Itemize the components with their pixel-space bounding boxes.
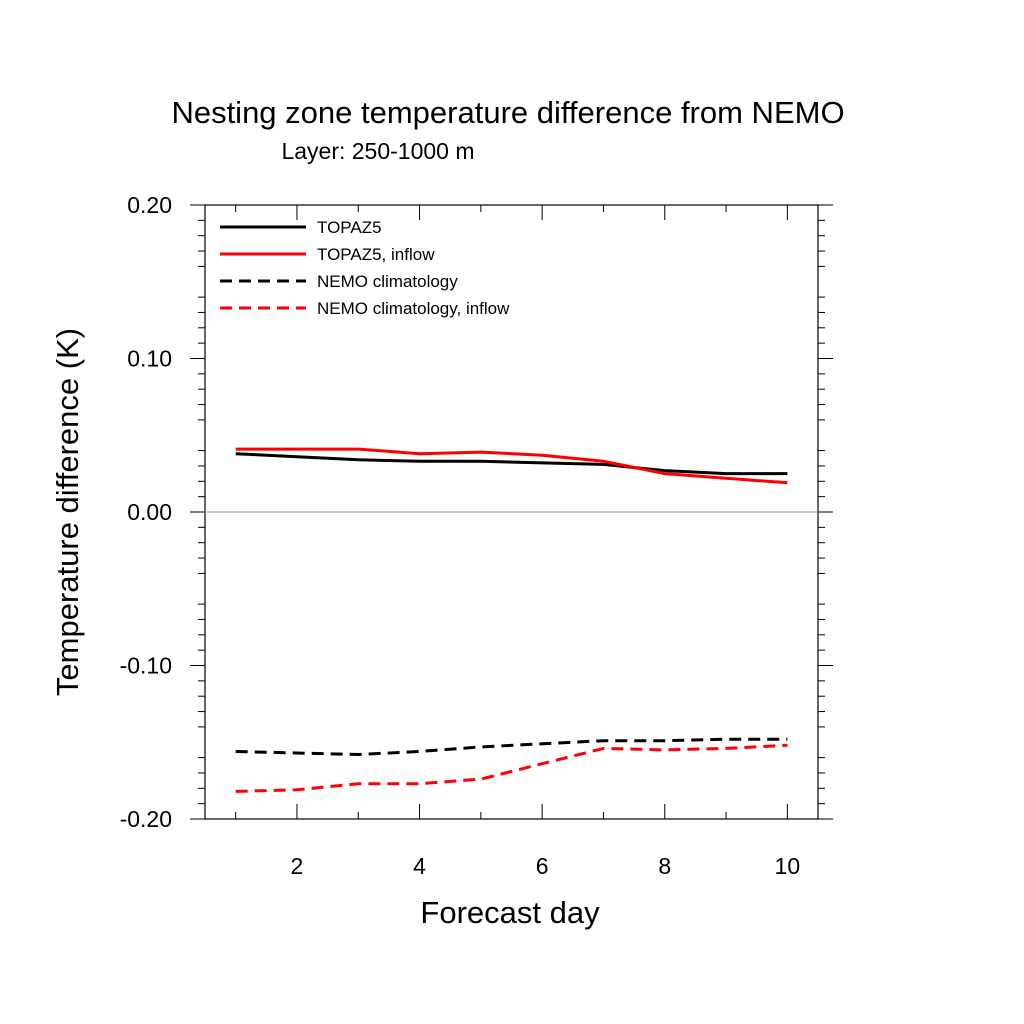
legend-label: NEMO climatology	[317, 272, 458, 291]
y-tick-label: 0.20	[127, 192, 172, 218]
axis-ticks	[190, 204, 833, 820]
x-tick-label: 8	[658, 853, 671, 879]
y-tick-label: -0.20	[120, 806, 172, 832]
x-tick-label: 2	[291, 853, 304, 879]
legend: TOPAZ5 TOPAZ5, inflow NEMO climatology NEMO…	[220, 218, 510, 318]
y-tick-labels: -0.20 -0.10 0.00 0.10 0.20	[120, 192, 172, 832]
y-tick-label: 0.10	[127, 346, 172, 372]
series-line-4	[235, 743, 788, 793]
legend-label: TOPAZ5	[317, 218, 382, 237]
series-line-3	[235, 737, 788, 756]
y-tick-label: -0.10	[120, 653, 172, 679]
x-axis-label: Forecast day	[420, 895, 600, 930]
chart-subtitle: Layer: 250-1000 m	[281, 138, 474, 164]
legend-label: TOPAZ5, inflow	[317, 245, 435, 264]
chart-title: Nesting zone temperature difference from…	[171, 95, 844, 130]
x-tick-label: 10	[775, 853, 801, 879]
y-axis-label: Temperature difference (K)	[50, 328, 85, 696]
y-tick-label: 0.00	[127, 499, 172, 525]
series-line-1	[235, 452, 788, 476]
x-tick-label: 4	[413, 853, 426, 879]
series-line-2	[235, 447, 788, 485]
legend-label: NEMO climatology, inflow	[317, 299, 510, 318]
x-tick-labels: 2 4 6 8 10	[291, 853, 801, 879]
series-lines	[235, 447, 788, 793]
x-tick-label: 6	[536, 853, 549, 879]
